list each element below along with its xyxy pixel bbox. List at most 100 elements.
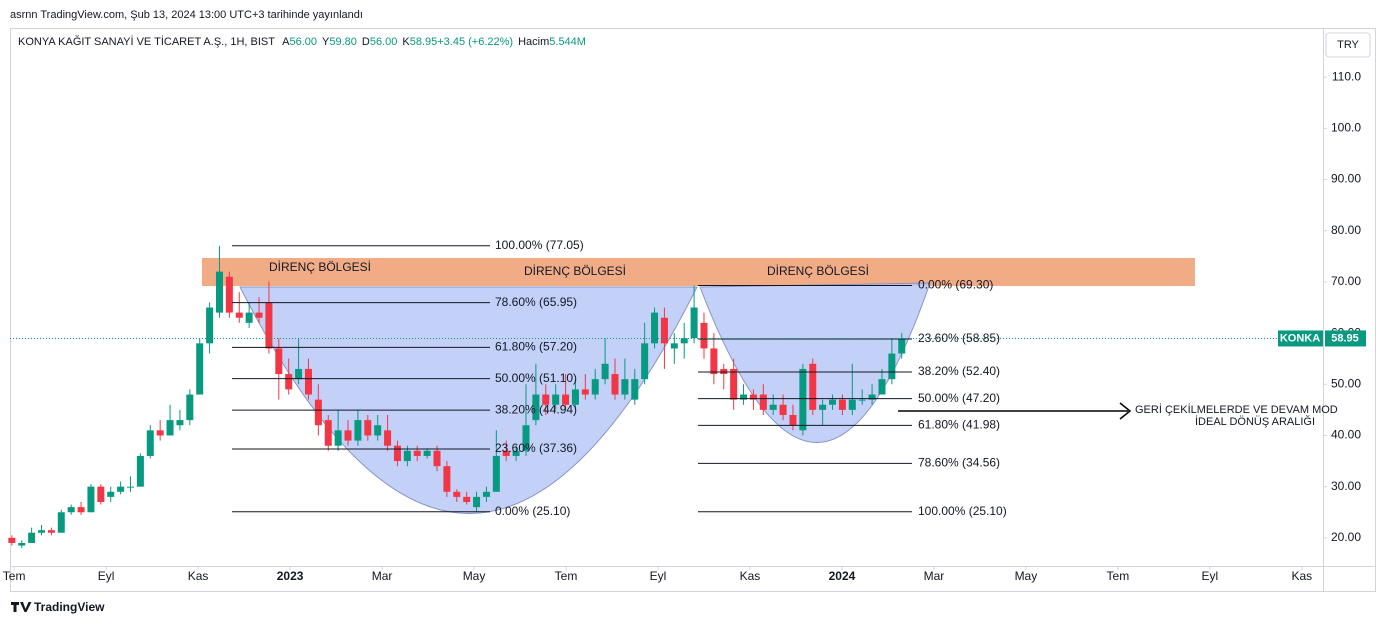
candle-body	[660, 317, 668, 344]
x-tick-label: Kas	[740, 569, 761, 583]
x-tick-label: Tem	[3, 569, 26, 583]
y-tick-label: 50.00	[1331, 376, 1361, 390]
fib-label: 61.80% (41.98)	[918, 418, 1000, 432]
candle-body	[245, 312, 253, 323]
x-tick-label: Eyl	[650, 569, 667, 583]
legend-key: D	[362, 36, 370, 48]
price-tag-label: 58.95	[1331, 332, 1359, 344]
candle-body	[898, 338, 906, 354]
currency-button[interactable]: TRY	[1325, 32, 1371, 58]
legend: KONYA KAĞIT SANAYİ VE TİCARET A.Ş., 1H, …	[18, 35, 586, 48]
candle-body	[265, 302, 273, 349]
candle-body	[374, 425, 382, 436]
legend-value: +3.45 (+6.22%)	[437, 36, 513, 48]
candle-body	[354, 420, 362, 441]
candle-body	[492, 455, 500, 492]
x-tick-label: Mar	[372, 569, 393, 583]
candle-body	[532, 394, 540, 421]
candle-body	[8, 537, 16, 543]
footer: TradingView	[11, 600, 105, 614]
candle-body	[146, 430, 154, 456]
legend-value: 58.95	[410, 36, 438, 48]
y-tick-label: 90.00	[1331, 172, 1361, 186]
candle-body	[107, 491, 115, 497]
x-tick-label: Tem	[1107, 569, 1130, 583]
candle-body	[334, 430, 342, 446]
candle-body	[651, 312, 659, 344]
candle-body	[77, 507, 85, 513]
candle-body	[789, 414, 797, 426]
arrow-head	[1119, 402, 1132, 420]
candle-body	[423, 450, 431, 456]
fib-label: 50.00% (47.20)	[918, 391, 1000, 405]
published-note: asrnn TradingView.com, Şub 13, 2024 13:0…	[10, 9, 363, 21]
x-tick-label: 2024	[829, 569, 856, 583]
candle-body	[591, 379, 599, 395]
y-tick-label: 20.00	[1331, 530, 1361, 544]
candle-body	[206, 307, 214, 344]
candle-body	[393, 445, 401, 462]
candle-body	[601, 363, 609, 380]
fib-label: 78.60% (65.95)	[495, 295, 577, 309]
candle-body	[888, 353, 896, 380]
candle-body	[799, 368, 807, 431]
zone-label: DİRENÇ BÖLGESİ	[767, 264, 869, 278]
legend-key: Y	[322, 36, 330, 48]
candle-body	[502, 450, 510, 456]
candle-body	[838, 399, 846, 410]
x-tick-label: Kas	[188, 569, 209, 583]
candle-body	[364, 420, 372, 436]
candle-body	[878, 379, 886, 395]
marks	[8, 245, 906, 549]
fib-label: 100.00% (25.10)	[918, 504, 1007, 518]
candle-body	[848, 399, 856, 410]
candle-body	[641, 343, 649, 380]
fib-label: 100.00% (77.05)	[495, 238, 584, 252]
candle-body	[186, 394, 194, 421]
currency-box[interactable]	[1325, 32, 1371, 58]
legend-value: 5.544M	[549, 36, 586, 48]
candle-body	[295, 368, 303, 380]
candle-body	[710, 348, 718, 375]
legend-key: Hacim	[518, 36, 549, 48]
legend-key: K	[402, 36, 410, 48]
x-tick-label: Eyl	[1202, 569, 1219, 583]
candle-body	[700, 322, 708, 349]
candle-body	[562, 394, 570, 405]
annotation-line: İDEAL DÖNÜŞ ARALIĞI	[1195, 415, 1315, 428]
candle-body	[779, 404, 787, 415]
candle-body	[97, 486, 105, 503]
candle-body	[463, 496, 471, 503]
candle-body	[680, 338, 688, 344]
legend-value: 56.00	[370, 36, 398, 48]
x-tick-label: May	[1015, 569, 1038, 583]
candle-body	[453, 491, 461, 497]
symbol-tag	[1278, 330, 1323, 347]
candle-body	[176, 420, 184, 426]
candle-body	[255, 312, 263, 318]
zone-label: DİRENÇ BÖLGESİ	[269, 260, 371, 274]
x-tick-label: 2023	[277, 569, 304, 583]
candle-body	[522, 425, 530, 451]
y-tick-label: 40.00	[1331, 428, 1361, 442]
x-tick-label: Eyl	[98, 569, 115, 583]
candle-body	[344, 430, 352, 441]
currency-label[interactable]: TRY	[1337, 39, 1359, 51]
fib-label: 50.00% (51.10)	[495, 371, 577, 385]
candle-body	[542, 394, 550, 405]
fib-label: 0.00% (69.30)	[918, 278, 993, 292]
candle-body	[473, 496, 481, 508]
candle-body	[482, 491, 490, 497]
candle-body	[126, 486, 134, 488]
candle-body	[324, 420, 332, 446]
y-tick-label: 110.0	[1332, 69, 1361, 83]
price-tag	[1325, 330, 1366, 347]
fib-label: 61.80% (57.20)	[495, 340, 577, 354]
candle-body	[166, 420, 174, 436]
x-tick-label: May	[463, 569, 486, 583]
candle-body	[670, 343, 678, 349]
candle-body	[571, 389, 579, 405]
fib-label: 23.60% (58.85)	[918, 331, 1000, 345]
candle-body	[196, 343, 204, 395]
